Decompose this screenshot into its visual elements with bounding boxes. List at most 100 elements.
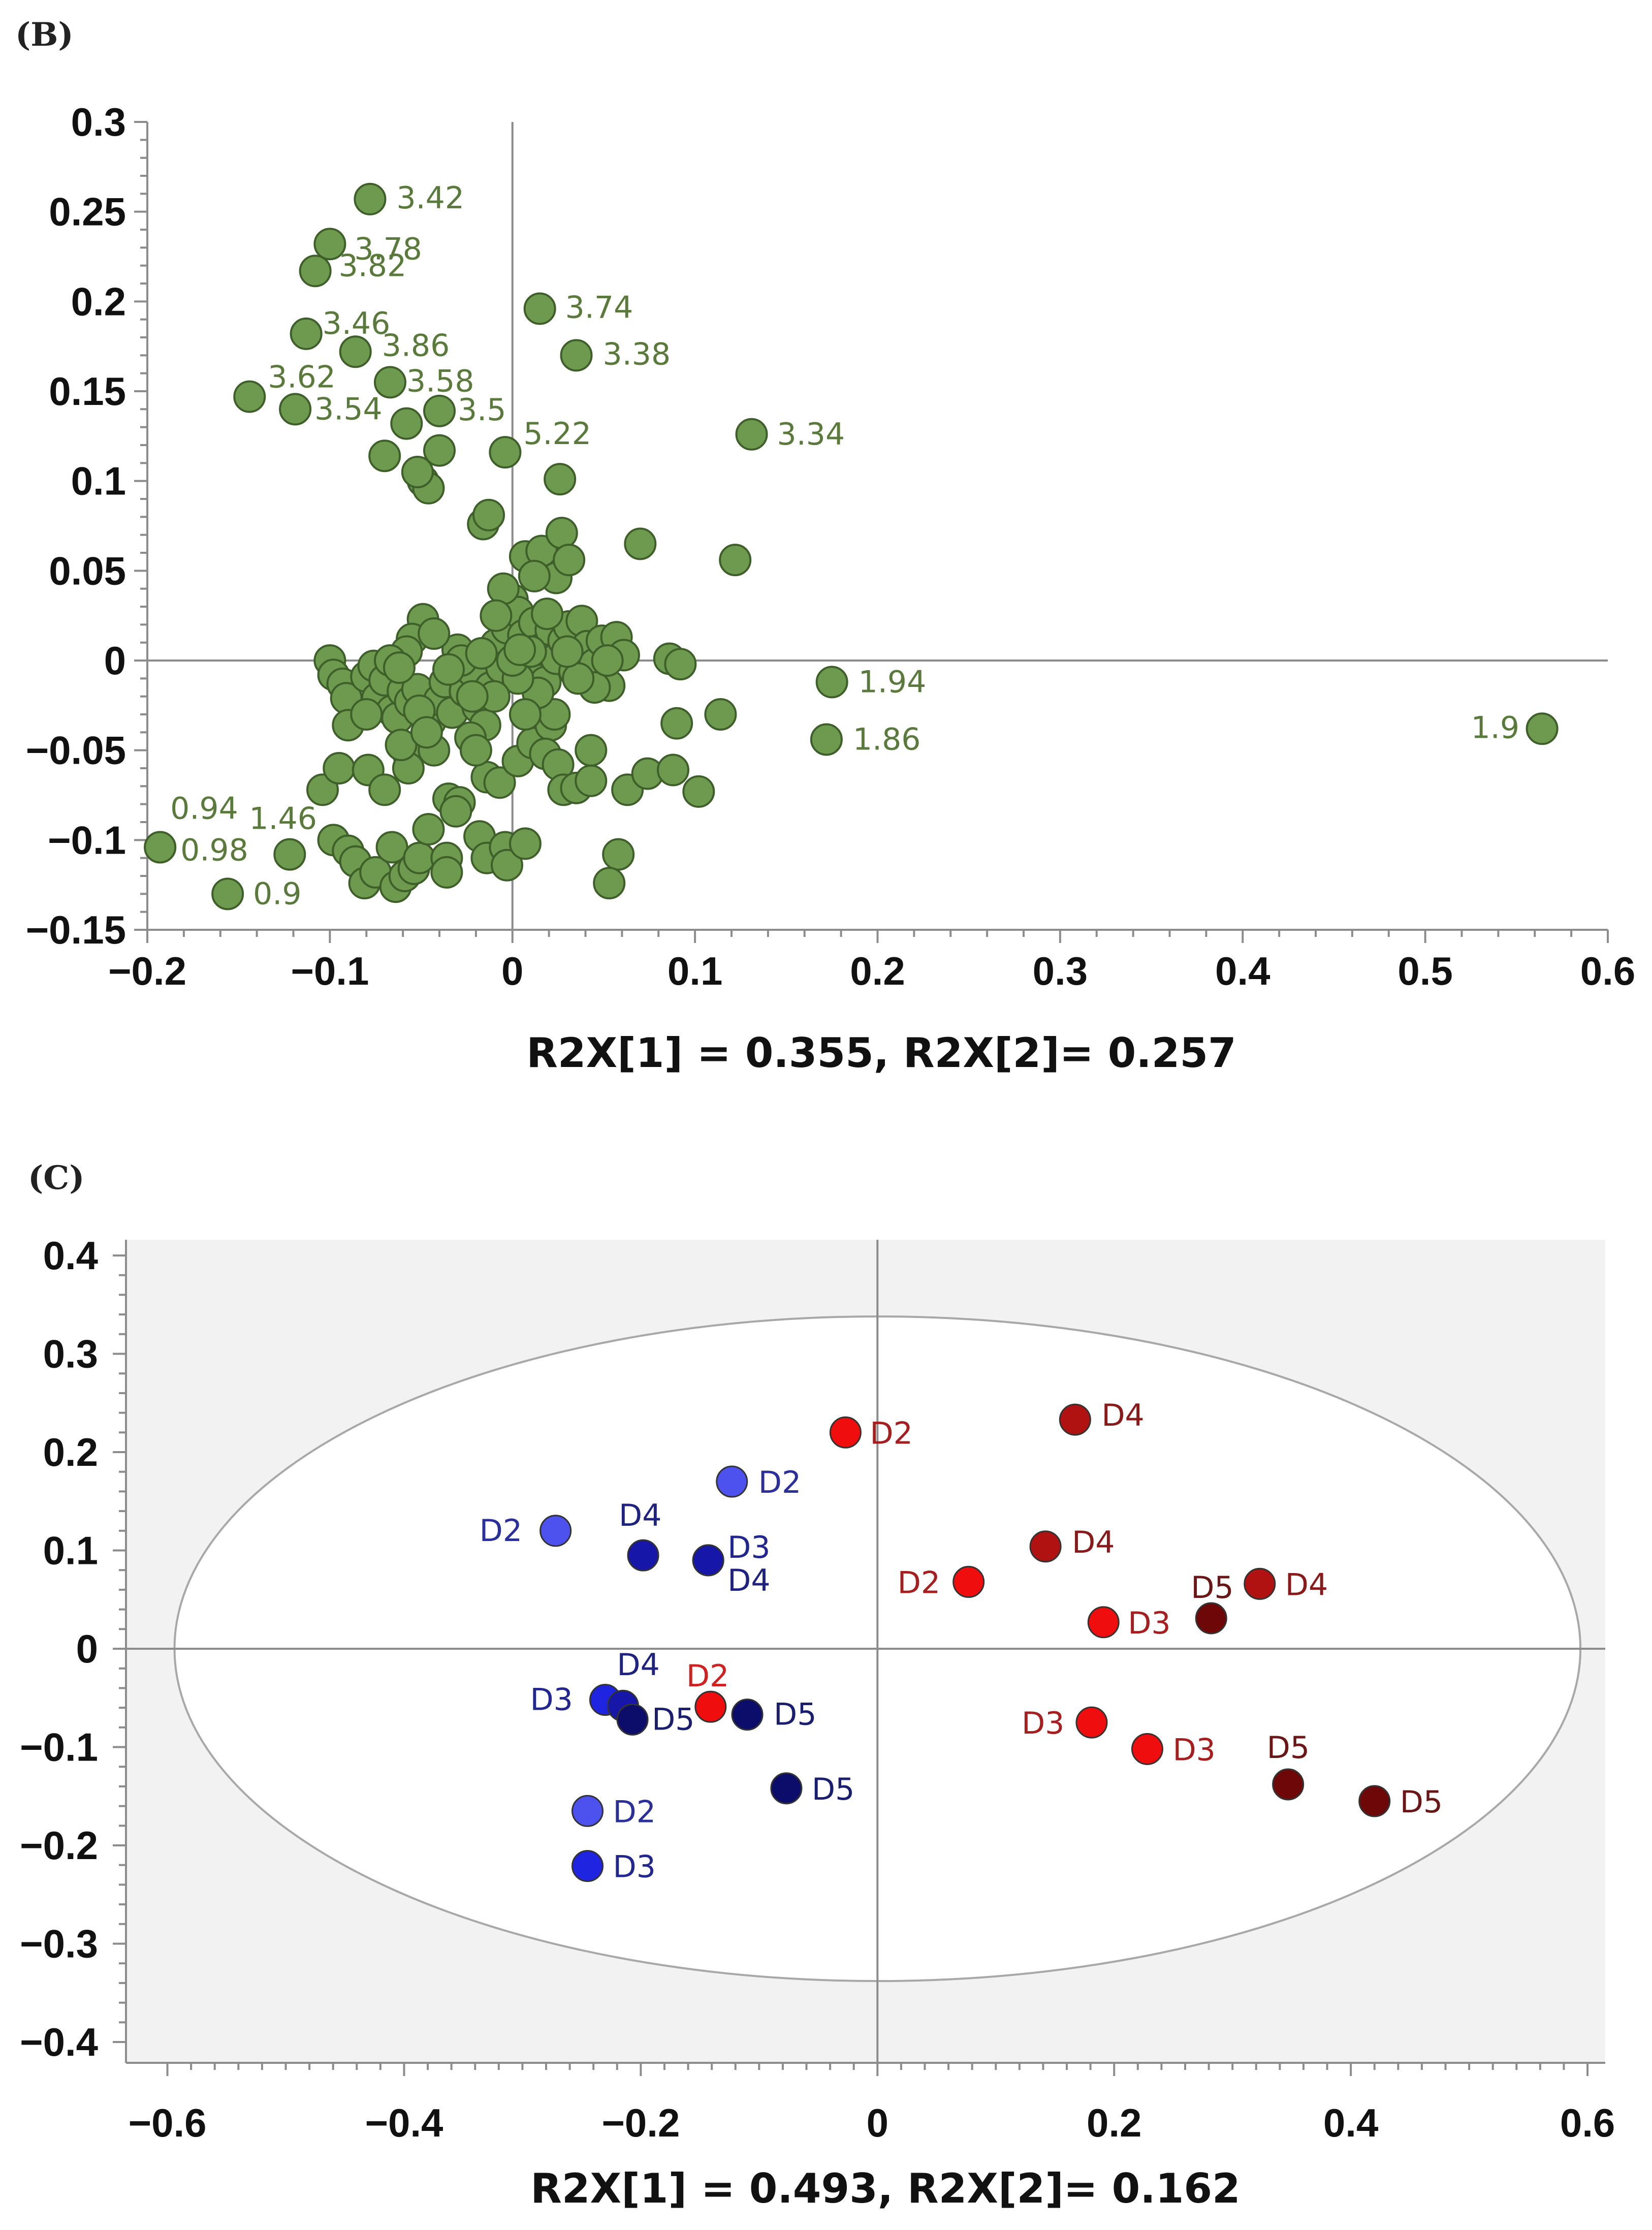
chart-c-y-tick-label: 0.4 [43,1233,98,1278]
chart-c-point [770,1772,803,1805]
chart-b-point [682,775,715,808]
chart-c-points [539,1403,1391,1882]
chart-c-x-tick-label: 0.2 [1087,2100,1141,2145]
chart-b-point-label: 1.94 [859,664,927,700]
chart-b-point [313,228,346,261]
chart-b-point [233,380,266,413]
chart-c-point [539,1515,572,1547]
chart-b-y-tick-label: 0.2 [71,279,126,324]
chart-b-x-tick-label: 0 [501,949,523,993]
chart-b-point [660,707,693,740]
chart-c-point-label: D4 [1101,1398,1144,1433]
chart-b: (B) −0.2 −0.1 0 0.1 0.2 0.3 0.4 0.5 0.6 0.3 0.25 0.… [15,16,1635,1077]
chart-b-point-label: 3.46 [323,306,391,341]
chart-c-point [627,1539,659,1572]
chart-b-point [423,434,456,467]
chart-b-x-tick-label: 0.6 [1580,949,1635,993]
chart-c-axes: −0.6 −0.4 −0.2 0 0.2 0.4 0.6 0.4 0.3 0.2 0.1 0 −0.1 −… [20,1233,1615,2145]
chart-c-point-label: D4 [617,1647,659,1683]
chart-b-point [487,572,520,605]
chart-c-point-labels: D2D2D2D3D3D3D4D4D4D5D5D5D2D2D2D3D3D3D4D4… [480,1398,1443,1884]
chart-c-point [1358,1785,1391,1817]
chart-b-y-tick-label: 0.3 [71,100,126,144]
chart-b-point-label: 1.9 [1471,710,1519,745]
chart-c-x-tick-label: −0.4 [365,2100,443,2145]
chart-c-y-tick-label: −0.2 [20,1823,98,1868]
chart-b-point [211,877,244,910]
chart-b-point [602,838,635,871]
chart-c-point-label: D5 [652,1702,694,1737]
chart-b-point [719,544,752,577]
chart-c-x-tick-label: −0.6 [129,2100,207,2145]
chart-c-y-tick-label: 0.1 [43,1528,98,1573]
chart-c-point [731,1699,764,1731]
chart-b-axes: −0.2 −0.1 0 0.1 0.2 0.3 0.4 0.5 0.6 0.3 0.25 0.2 0.1… [26,100,1636,993]
chart-c-point-label: D3 [1022,1706,1064,1741]
chart-c-point [694,1690,727,1723]
chart-c-point [1087,1606,1120,1639]
chart-b-point [624,527,657,560]
chart-b-point [430,856,463,889]
chart-b-point-label: 3.38 [603,336,671,372]
chart-b-point [306,773,339,806]
chart-b-point [465,637,498,670]
chart-c-point [952,1565,985,1598]
chart-b-point-label: 3.86 [382,328,450,363]
chart-b-point [490,849,523,882]
chart-c-x-tick-label: 0.6 [1560,2100,1615,2145]
chart-b-point [403,841,436,874]
chart-b-point [735,418,768,451]
chart-b-point [290,317,323,350]
chart-b-point [489,436,522,469]
chart-c-point [716,1465,748,1498]
chart-b-point [551,635,584,668]
chart-b-x-tick-label: 0.1 [668,949,722,993]
chart-b-x-tick-label: −0.1 [291,949,369,993]
chart-b-point-label: 3.34 [777,417,845,452]
chart-c-x-tick-label: 0.4 [1323,2100,1378,2145]
chart-b-point-label: 0.98 [180,832,248,868]
chart-b-point-label: 5.22 [523,416,591,452]
chart-b-point [704,698,737,731]
panel-label-c: (C) [28,1159,85,1197]
chart-b-point [575,764,608,797]
chart-c-point-label: D4 [1285,1567,1328,1603]
chart-c-point [1131,1733,1163,1765]
chart-c-point [616,1703,649,1736]
chart-b-point [273,838,306,871]
chart-c-point [571,1795,604,1827]
chart-b-point [410,716,443,749]
chart-c-point [1195,1602,1227,1635]
chart-c-point-label: D3 [727,1530,770,1565]
chart-b-point [456,680,489,713]
chart-b-point-label: 3.82 [339,248,407,284]
chart-b-point [339,335,372,368]
chart-c-y-tick-label: −0.3 [20,1922,98,1966]
chart-c-point [829,1416,862,1449]
chart-b-point [509,698,542,731]
chart-c-point-label: D3 [1128,1606,1170,1641]
chart-c-point [1272,1768,1305,1801]
chart-b-point-labels: 3.42 3.783.82 3.463.86 3.623.54 3.583.5 5.22 3… [170,180,1519,912]
chart-b-point-label: 3.62 [268,360,336,395]
chart-b-point-label: 1.86 [853,721,921,757]
chart-b-point [664,648,697,681]
chart-b-y-tick-label: 0.15 [49,369,126,414]
chart-c-point-label: D2 [898,1565,940,1600]
chart-b-point [562,662,595,695]
chart-c-point [571,1850,604,1882]
chart-c-point-label: D2 [480,1513,522,1549]
chart-c-point-label: D5 [812,1772,854,1807]
chart-b-point [531,598,564,631]
chart-c-point-label: D3 [530,1682,573,1718]
chart-b-point [459,734,492,767]
chart-b-x-axis-title: R2X[1] = 0.355, R2X[2]= 0.257 [526,1029,1236,1077]
chart-c-point-label: D5 [1400,1784,1443,1820]
chart-b-point [401,456,434,488]
chart-b-point [354,182,387,215]
chart-c-point [1244,1567,1276,1600]
chart-c-point-label: D3 [613,1849,656,1885]
chart-c-point [1029,1530,1062,1563]
chart-b-point [418,617,451,650]
chart-b-point [368,439,401,473]
